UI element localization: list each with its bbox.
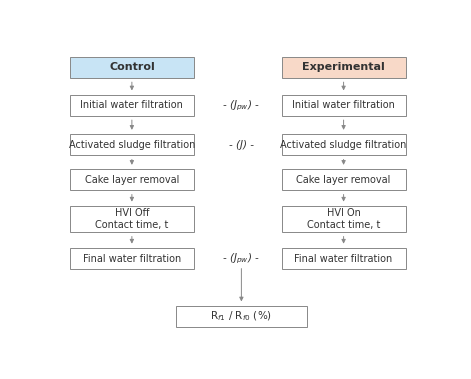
FancyBboxPatch shape bbox=[282, 134, 406, 155]
Text: Activated sludge filtration: Activated sludge filtration bbox=[280, 140, 407, 150]
Text: Cake layer removal: Cake layer removal bbox=[85, 175, 179, 185]
Text: Experimental: Experimental bbox=[302, 63, 385, 72]
Text: HVI On
Contact time, t: HVI On Contact time, t bbox=[307, 208, 380, 230]
FancyBboxPatch shape bbox=[282, 169, 406, 190]
Text: Final water filtration: Final water filtration bbox=[83, 254, 181, 263]
Text: Initial water filtration: Initial water filtration bbox=[81, 100, 183, 110]
Text: Cake layer removal: Cake layer removal bbox=[296, 175, 391, 185]
Text: - (J$_{pw}$) -: - (J$_{pw}$) - bbox=[222, 98, 260, 113]
Text: HVI Off
Contact time, t: HVI Off Contact time, t bbox=[95, 208, 169, 230]
FancyBboxPatch shape bbox=[282, 57, 406, 78]
Text: Control: Control bbox=[109, 63, 155, 72]
FancyBboxPatch shape bbox=[70, 169, 194, 190]
FancyBboxPatch shape bbox=[70, 248, 194, 269]
Text: - (J) -: - (J) - bbox=[229, 140, 254, 150]
FancyBboxPatch shape bbox=[282, 95, 406, 116]
FancyBboxPatch shape bbox=[70, 57, 194, 78]
Text: - (J$_{pw}$) -: - (J$_{pw}$) - bbox=[222, 251, 260, 266]
Text: R$_{f1}$ / R$_{f0}$ (%): R$_{f1}$ / R$_{f0}$ (%) bbox=[211, 310, 272, 323]
Text: Initial water filtration: Initial water filtration bbox=[292, 100, 395, 110]
FancyBboxPatch shape bbox=[70, 95, 194, 116]
FancyBboxPatch shape bbox=[176, 306, 307, 327]
Text: Final water filtration: Final water filtration bbox=[294, 254, 393, 263]
FancyBboxPatch shape bbox=[70, 206, 194, 232]
FancyBboxPatch shape bbox=[70, 134, 194, 155]
Text: Activated sludge filtration: Activated sludge filtration bbox=[69, 140, 195, 150]
FancyBboxPatch shape bbox=[282, 206, 406, 232]
FancyBboxPatch shape bbox=[282, 248, 406, 269]
